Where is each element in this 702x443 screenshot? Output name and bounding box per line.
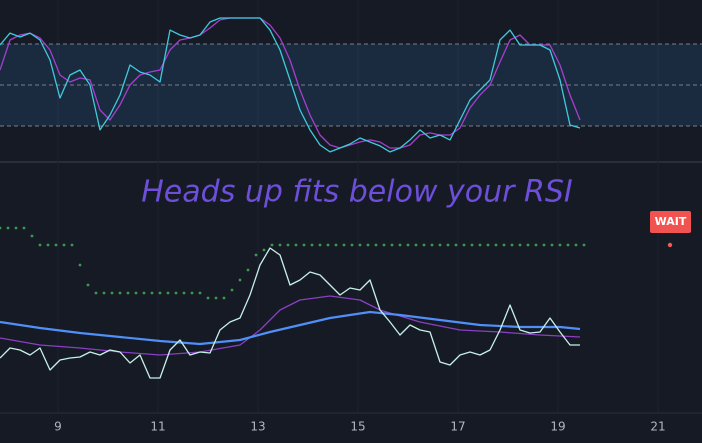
dot — [326, 243, 330, 247]
dot — [286, 243, 290, 247]
dot — [174, 291, 178, 295]
x-tick-label: 19 — [550, 420, 565, 434]
x-tick-label: 15 — [350, 420, 365, 434]
dot — [302, 243, 306, 247]
dot — [190, 291, 194, 295]
dot — [667, 242, 673, 248]
x-tick-label: 9 — [54, 420, 62, 434]
dot — [118, 291, 122, 295]
dot — [358, 243, 362, 247]
dot — [534, 243, 538, 247]
dot — [574, 243, 578, 247]
dot — [334, 243, 338, 247]
dot — [494, 243, 498, 247]
dot — [486, 243, 490, 247]
dot — [102, 291, 106, 295]
dot — [318, 243, 322, 247]
signal-label: WAIT — [655, 215, 687, 228]
series-line — [0, 295, 581, 356]
dot — [342, 243, 346, 247]
dot — [566, 243, 570, 247]
dot — [470, 243, 474, 247]
dot — [198, 291, 202, 295]
dot — [46, 243, 50, 247]
dot — [214, 296, 218, 300]
dot — [390, 243, 394, 247]
headline: Heads up fits below your RSI — [141, 175, 573, 210]
dot — [262, 248, 266, 252]
dot — [454, 243, 458, 247]
dot — [446, 243, 450, 247]
dot — [542, 243, 546, 247]
signal-badge — [650, 211, 691, 233]
dot — [374, 243, 378, 247]
dot — [502, 243, 506, 247]
x-tick-label: 11 — [150, 420, 165, 434]
dot — [462, 243, 466, 247]
dot — [414, 243, 418, 247]
dot — [126, 291, 130, 295]
dot — [382, 243, 386, 247]
dot — [438, 243, 442, 247]
dot — [70, 243, 74, 247]
dot — [550, 243, 554, 247]
dot — [310, 243, 314, 247]
dot — [430, 243, 434, 247]
dot — [238, 278, 242, 282]
dot — [406, 243, 410, 247]
dot — [270, 243, 274, 247]
dot — [278, 243, 282, 247]
dot — [422, 243, 426, 247]
dot — [6, 226, 10, 230]
dot — [38, 243, 42, 247]
dot — [94, 291, 98, 295]
dot — [142, 291, 146, 295]
dot — [582, 243, 586, 247]
series-line — [0, 17, 581, 153]
dot — [206, 296, 210, 300]
dot — [510, 243, 514, 247]
series-line — [0, 247, 580, 379]
dot — [222, 296, 226, 300]
dot — [62, 243, 66, 247]
dot — [518, 243, 522, 247]
dot — [246, 268, 250, 272]
dot — [254, 253, 258, 257]
dot — [0, 226, 2, 230]
dot — [78, 263, 82, 267]
dot — [86, 283, 90, 287]
dot — [158, 291, 162, 295]
dot — [54, 243, 58, 247]
dot — [182, 291, 186, 295]
dot — [110, 291, 114, 295]
series-line — [0, 17, 581, 149]
dot — [14, 226, 18, 230]
x-tick-label: 17 — [450, 420, 465, 434]
dot — [134, 291, 138, 295]
dot — [30, 234, 34, 238]
dot — [166, 291, 170, 295]
x-tick-label: 13 — [250, 420, 265, 434]
dot — [150, 291, 154, 295]
dot — [526, 243, 530, 247]
x-tick-label: 21 — [650, 420, 665, 434]
series-line — [0, 310, 581, 346]
dot — [350, 243, 354, 247]
dot — [558, 243, 562, 247]
dot — [478, 243, 482, 247]
dot — [294, 243, 298, 247]
dot — [22, 226, 26, 230]
dot — [230, 288, 234, 292]
dot — [366, 243, 370, 247]
dot — [398, 243, 402, 247]
